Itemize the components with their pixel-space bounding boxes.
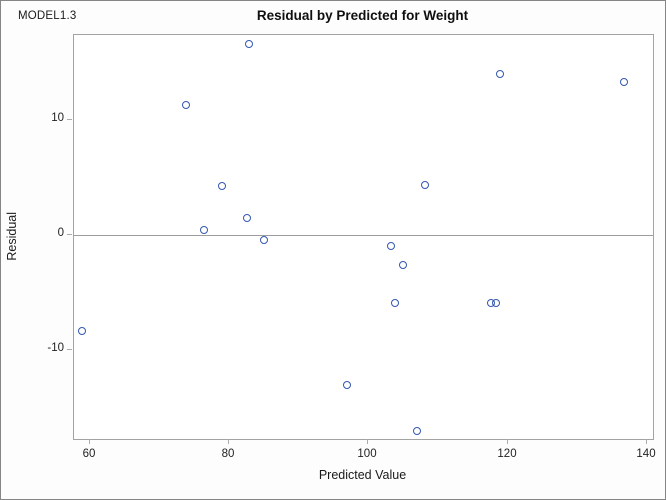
y-tick-mark xyxy=(67,234,72,235)
y-tick-label: -10 xyxy=(47,342,64,354)
zero-reference-line xyxy=(74,235,653,236)
data-point xyxy=(495,70,504,79)
data-point xyxy=(260,235,268,244)
x-tick-mark xyxy=(367,439,368,444)
data-point xyxy=(398,261,407,270)
x-tick-label: 60 xyxy=(82,448,96,460)
data-point xyxy=(77,326,86,335)
data-point xyxy=(619,78,628,87)
data-point xyxy=(218,181,227,190)
x-tick-mark xyxy=(507,439,508,444)
data-point xyxy=(244,40,253,49)
data-point xyxy=(420,180,429,189)
data-point xyxy=(242,214,251,222)
x-tick-label: 120 xyxy=(497,448,517,460)
y-tick-mark xyxy=(67,119,72,120)
x-tick-label: 100 xyxy=(357,448,377,460)
data-point xyxy=(342,380,351,389)
y-tick-label: 10 xyxy=(51,112,64,124)
x-tick-mark xyxy=(228,439,229,444)
data-point xyxy=(390,299,399,308)
y-tick-label: 0 xyxy=(57,227,64,239)
y-axis-label: Residual xyxy=(5,34,19,438)
x-axis-label: Predicted Value xyxy=(318,468,407,482)
x-tick-mark xyxy=(646,439,647,444)
plot-area xyxy=(73,34,654,440)
y-tick-mark xyxy=(67,349,72,350)
chart-title: Residual by Predicted for Weight xyxy=(256,8,469,23)
model-label: MODEL1.3 xyxy=(18,10,77,22)
data-point xyxy=(413,426,422,435)
data-point xyxy=(200,225,209,234)
x-tick-label: 140 xyxy=(636,448,656,460)
y-axis-label-text: Residual xyxy=(5,211,19,261)
x-tick-mark xyxy=(89,439,90,444)
x-tick-label: 80 xyxy=(221,448,235,460)
data-point xyxy=(386,241,395,250)
data-point xyxy=(182,101,190,110)
data-point xyxy=(491,299,500,308)
